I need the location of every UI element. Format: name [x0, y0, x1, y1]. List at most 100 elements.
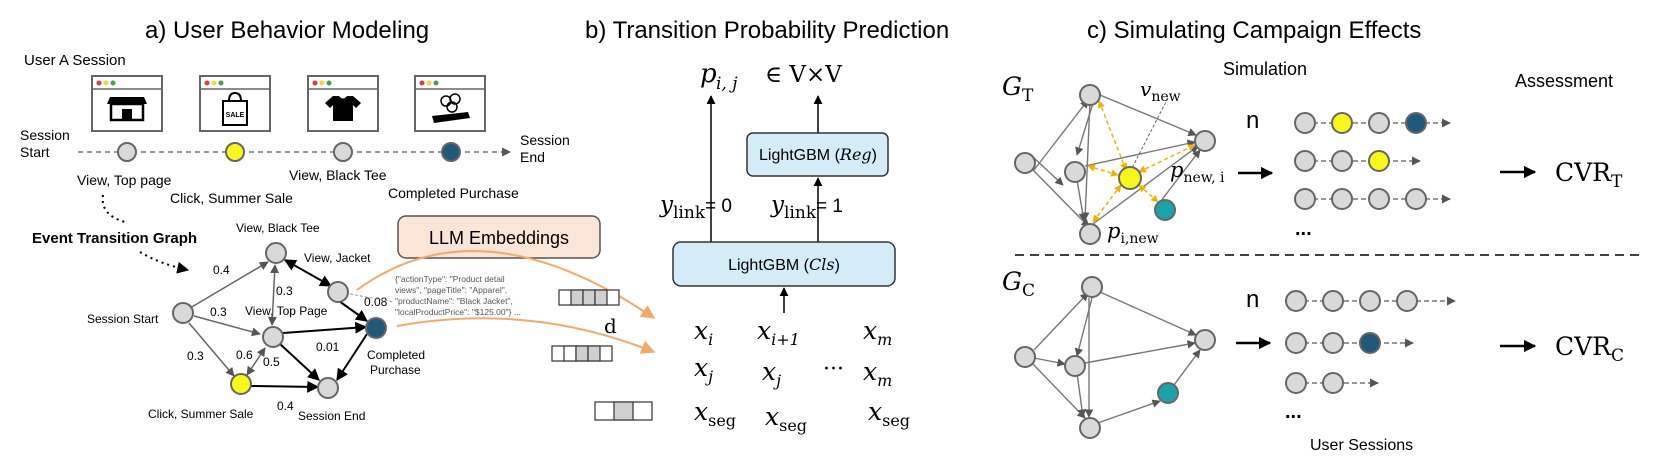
lightgbm-reg-box [746, 132, 889, 177]
edge-label: 0.08 [364, 295, 388, 309]
output-probability-label: p i, j ∈ V×V [700, 59, 842, 94]
feature-xi1: xi+1 [757, 316, 800, 349]
control-graph [1014, 276, 1216, 439]
cvr-c-label: CVRC [1555, 332, 1624, 366]
feature-xj-2: xj [762, 357, 781, 390]
node-label-purchase-2: Purchase [370, 363, 421, 377]
control-sessions: ... [1285, 290, 1456, 423]
node-label-end: Session End [298, 409, 365, 423]
json-line: "productName": "Black Jacket", [395, 296, 513, 306]
session-start-label-1: Session [20, 127, 70, 143]
edge-label: 0.01 [316, 340, 340, 354]
ellipsis: ... [1295, 218, 1312, 240]
browser-window-tee [307, 75, 379, 132]
feature-xj: xj [694, 353, 713, 386]
lightgbm-reg-label: LightGBM (Reg) [759, 145, 877, 164]
event-label-purchase: Completed Purchase [388, 185, 519, 201]
session-row [1294, 150, 1421, 172]
graph-node-purchase [365, 317, 387, 339]
ylink0-val: = 0 [705, 196, 732, 217]
session-row [1285, 332, 1414, 354]
embedding-vector-2 [551, 345, 613, 362]
orange-arrow-lower [396, 317, 656, 354]
output-set: ∈ V×V [765, 62, 842, 88]
edge-label: 0.3 [210, 305, 227, 319]
node-label-sale: Click, Summer Sale [148, 407, 254, 421]
lightgbm-cls-box [672, 241, 896, 287]
gt-node [1064, 161, 1086, 183]
timeline-node-black-tee [333, 142, 353, 162]
edge-label: 0.5 [263, 355, 280, 369]
json-line: views", "pageTitle": "Apparel", [395, 285, 507, 295]
gt-node [1014, 152, 1036, 174]
ylink0-sub: link [673, 203, 706, 223]
timeline-node-purchase [441, 142, 461, 162]
node-label-top-page: View, Top Page [245, 304, 328, 318]
n-label-control: n [1246, 286, 1259, 313]
edge-label: 0.6 [236, 348, 253, 362]
ylink1-val: = 1 [816, 196, 843, 217]
node-label-purchase-1: Completed [367, 348, 425, 362]
ellipsis: ... [1285, 401, 1302, 423]
event-label-summer-sale: Click, Summer Sale [170, 190, 293, 206]
json-line: "localProductPrice": "$125.00"} ... [395, 307, 521, 317]
assessment-label: Assessment [1515, 71, 1613, 91]
ylink1-sub: link [784, 203, 817, 223]
n-label-treatment: n [1246, 107, 1259, 134]
timeline-node-summer-sale [225, 142, 245, 162]
feature-xm-2: xm [863, 357, 892, 390]
store-icon [107, 97, 147, 122]
edge-label: 0.4 [213, 263, 230, 277]
gt-node [1194, 130, 1216, 152]
graph-gc-label: GC [1002, 267, 1035, 301]
ylink0-y: y [659, 192, 674, 218]
ylink-zero-label: y link = 0 [659, 192, 732, 223]
node-label-black-tee: View, Black Tee [236, 221, 320, 235]
ylink1-y: y [770, 192, 785, 218]
treatment-graph: vnew pnew, i pi,new [1014, 77, 1225, 247]
graph-node-jacket [327, 281, 349, 303]
gt-node [1079, 223, 1101, 245]
feature-xseg: xseg [694, 397, 736, 430]
feature-matrix: xi xi+1 xm xj xj ··· xm xseg xseg xseg [694, 316, 910, 435]
dotted-connector-2 [139, 251, 190, 274]
output-sub: i, j [716, 74, 738, 94]
panel-b-title: b) Transition Probability Prediction [585, 17, 949, 44]
session-end-label-1: Session [520, 132, 570, 148]
t-shirt-icon [325, 96, 361, 121]
simulation-label: Simulation [1223, 59, 1307, 79]
edge-label: 0.3 [276, 284, 293, 298]
timeline-node-top-page [117, 142, 137, 162]
coins-hand-icon [432, 93, 470, 123]
treatment-sessions: ... [1294, 112, 1451, 240]
json-pointer-line [349, 293, 395, 303]
panel-a-title: a) User Behavior Modeling [145, 17, 429, 44]
feature-dots: ··· [823, 357, 844, 382]
graph-gt-label: GT [1002, 72, 1034, 106]
gt-node-purchase [1154, 199, 1176, 221]
feature-xseg-3: xseg [868, 397, 910, 430]
embedding-vector-1 [558, 289, 620, 306]
llm-embeddings-label: LLM Embeddings [429, 228, 569, 248]
graph-node-black-tee [265, 242, 287, 264]
gc-node [1079, 417, 1101, 439]
browser-window-store [91, 75, 163, 132]
json-line: {"actionType": "Product detail [395, 274, 505, 284]
embedding-vector-3 [594, 401, 653, 421]
panel-c-title: c) Simulating Campaign Effects [1087, 17, 1421, 44]
feature-xi: xi [694, 316, 713, 349]
output-p: p [700, 59, 717, 89]
browser-window-purchase [414, 75, 486, 132]
event-label-top-page: View, Top page [77, 172, 172, 188]
feature-xm: xm [863, 316, 892, 349]
lightgbm-cls-label: LightGBM (Cls) [728, 255, 840, 274]
graph-node-top-page [262, 326, 284, 348]
session-start-label-2: Start [20, 144, 50, 160]
session-row [1285, 372, 1379, 394]
edge-label: 0.4 [277, 399, 294, 413]
dotted-connector-1 [101, 194, 126, 223]
session-end-label-2: End [520, 149, 545, 165]
browser-window-sale: SALE [199, 75, 271, 132]
